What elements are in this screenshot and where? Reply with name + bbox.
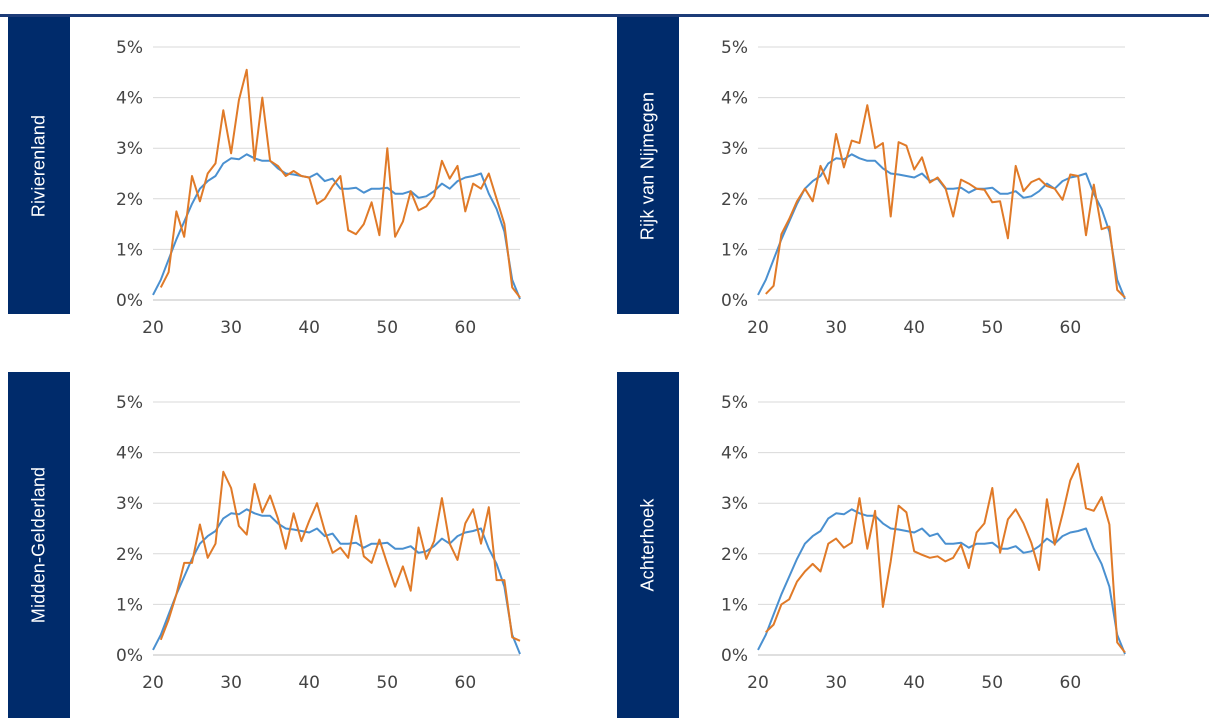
region-label: Midden-Gelderland <box>28 466 49 624</box>
x-tick-label: 50 <box>981 318 1003 338</box>
x-tick-label: 30 <box>220 673 242 693</box>
x-tick-label: 20 <box>142 673 164 693</box>
y-tick-label: 0% <box>116 646 143 666</box>
x-tick-label: 30 <box>825 673 847 693</box>
y-tick-label: 5% <box>721 38 748 58</box>
y-tick-label: 3% <box>721 494 748 514</box>
line-chart-achterhoek: 0% 1% 2% 3% 4% 5% 20 30 40 50 60 <box>721 393 1126 693</box>
top-divider <box>0 14 1209 17</box>
y-tick-label: 3% <box>721 139 748 159</box>
y-tick-label: 1% <box>116 240 143 260</box>
x-tick-label: 60 <box>455 318 477 338</box>
region-tab-rivierenland: Rivierenland <box>8 17 70 314</box>
y-tick-label: 3% <box>116 139 143 159</box>
x-tick-label: 30 <box>825 318 847 338</box>
series-line-orange <box>159 68 521 299</box>
y-tick-label: 1% <box>721 240 748 260</box>
x-tick-label: 40 <box>298 318 320 338</box>
x-tick-label: 50 <box>981 673 1003 693</box>
x-tick-label: 40 <box>298 673 320 693</box>
line-chart-rivierenland: 0% 1% 2% 3% 4% 5% 20 30 40 50 60 <box>116 38 521 338</box>
x-tick-label: 50 <box>376 673 398 693</box>
series-line-blue <box>152 153 521 300</box>
x-tick-label: 20 <box>747 673 769 693</box>
x-tick-label: 60 <box>1060 318 1082 338</box>
y-tick-label: 0% <box>116 291 143 311</box>
line-chart-rijk-van-nijmegen: 0% 1% 2% 3% 4% 5% 20 30 40 50 60 <box>721 38 1126 338</box>
y-tick-label: 4% <box>721 444 748 464</box>
region-label: Rivierenland <box>28 114 49 217</box>
y-tick-label: 1% <box>721 595 748 615</box>
region-label: Rijk van Nijmegen <box>637 91 658 240</box>
region-tab-midden-gelderland: Midden-Gelderland <box>8 372 70 718</box>
y-tick-label: 4% <box>116 89 143 109</box>
y-tick-label: 2% <box>721 545 748 565</box>
series-line-orange <box>159 470 521 642</box>
region-tab-achterhoek: Achterhoek <box>617 372 679 718</box>
region-label: Achterhoek <box>637 498 658 592</box>
series-line-blue <box>757 508 1126 655</box>
x-tick-label: 40 <box>903 673 925 693</box>
y-tick-label: 0% <box>721 646 748 666</box>
y-tick-label: 4% <box>116 444 143 464</box>
x-tick-label: 20 <box>747 318 769 338</box>
x-tick-label: 30 <box>220 318 242 338</box>
x-tick-label: 60 <box>455 673 477 693</box>
y-tick-label: 2% <box>721 190 748 210</box>
x-tick-label: 20 <box>142 318 164 338</box>
x-tick-label: 50 <box>376 318 398 338</box>
y-tick-label: 1% <box>116 595 143 615</box>
region-tab-rijk-van-nijmegen: Rijk van Nijmegen <box>617 17 679 314</box>
y-tick-label: 5% <box>721 393 748 413</box>
y-tick-label: 5% <box>116 38 143 58</box>
y-tick-label: 0% <box>721 291 748 311</box>
y-tick-label: 2% <box>116 190 143 210</box>
y-tick-label: 2% <box>116 545 143 565</box>
series-line-blue <box>152 508 521 655</box>
y-tick-label: 4% <box>721 89 748 109</box>
y-tick-label: 3% <box>116 494 143 514</box>
x-tick-label: 40 <box>903 318 925 338</box>
series-line-orange <box>765 104 1126 299</box>
line-chart-midden-gelderland: 0% 1% 2% 3% 4% 5% 20 30 40 50 60 <box>116 393 521 693</box>
series-line-orange <box>765 462 1126 654</box>
x-tick-label: 60 <box>1060 673 1082 693</box>
y-tick-label: 5% <box>116 393 143 413</box>
